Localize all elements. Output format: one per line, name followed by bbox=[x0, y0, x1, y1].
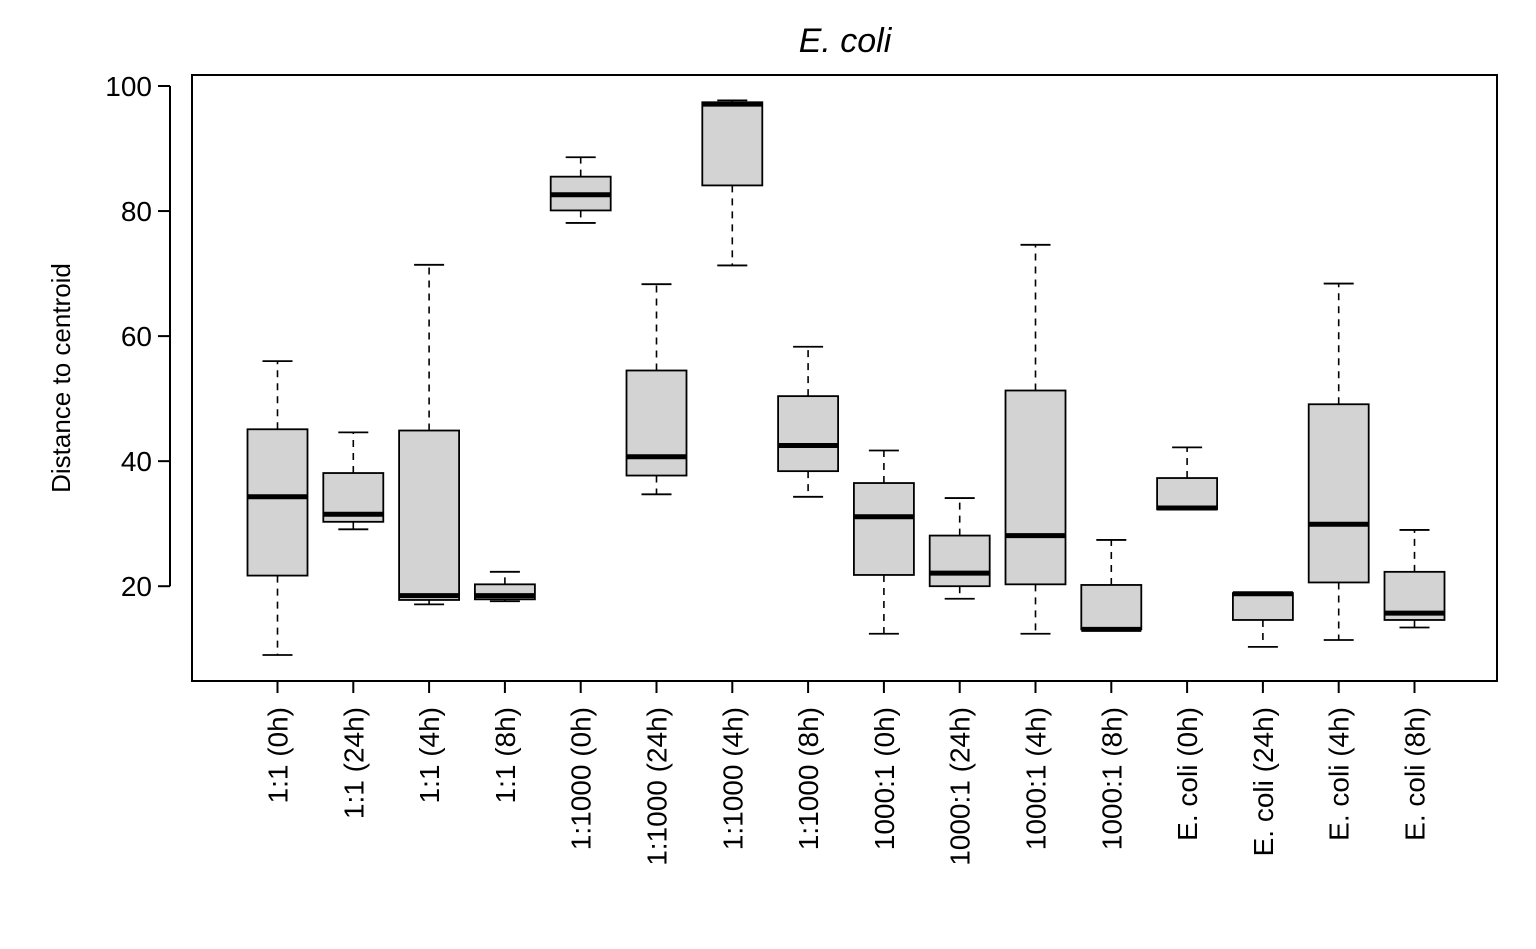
x-tick-label: 1:1 (0h) bbox=[263, 707, 294, 804]
plot-frame bbox=[191, 74, 1498, 682]
box-14 bbox=[1232, 591, 1294, 648]
iqr-box bbox=[928, 534, 991, 588]
iqr-box bbox=[1232, 592, 1294, 621]
box-9 bbox=[853, 449, 915, 635]
y-axis-label: Distance to centroid bbox=[46, 263, 76, 493]
x-tick-label: 1:1 (8h) bbox=[490, 707, 521, 804]
x-tick-label: E. coli (24h) bbox=[1248, 707, 1279, 856]
y-tick-label: 80 bbox=[121, 196, 152, 227]
iqr-box bbox=[1004, 389, 1067, 586]
box-8 bbox=[777, 345, 839, 498]
x-tick-label: 1:1 (4h) bbox=[414, 707, 445, 804]
box-5 bbox=[549, 156, 612, 224]
box-11 bbox=[1004, 243, 1067, 635]
x-tick-label: E. coli (8h) bbox=[1400, 707, 1431, 841]
iqr-box bbox=[1307, 403, 1370, 584]
y-tick-label: 100 bbox=[105, 71, 152, 102]
x-tick-label: 1000:1 (24h) bbox=[945, 707, 976, 866]
box-1 bbox=[246, 360, 309, 656]
x-tick-label: 1:1000 (8h) bbox=[793, 707, 824, 850]
box-2 bbox=[322, 431, 385, 531]
iqr-box bbox=[701, 101, 764, 187]
y-tick-label: 20 bbox=[121, 571, 152, 602]
x-tick-label: 1:1000 (4h) bbox=[717, 707, 748, 850]
y-axis: 20 40 60 80 100 bbox=[105, 71, 171, 602]
iqr-box bbox=[398, 429, 461, 601]
x-tick-label: 1000:1 (4h) bbox=[1021, 707, 1052, 850]
x-tick-label: 1:1000 (24h) bbox=[642, 707, 673, 866]
x-tick-label: E. coli (0h) bbox=[1172, 707, 1203, 841]
iqr-box bbox=[625, 369, 688, 477]
x-tick-label: 1000:1 (8h) bbox=[1096, 707, 1127, 850]
y-tick-label: 40 bbox=[121, 446, 152, 477]
box-13 bbox=[1156, 446, 1218, 511]
iqr-box bbox=[1156, 477, 1218, 511]
iqr-box bbox=[853, 482, 915, 576]
y-tick-label: 60 bbox=[121, 321, 152, 352]
boxes-group bbox=[246, 99, 1446, 656]
x-tick-label: 1:1 (24h) bbox=[338, 707, 369, 819]
box-12 bbox=[1080, 539, 1143, 632]
box-4 bbox=[473, 570, 536, 603]
iqr-box bbox=[777, 395, 839, 473]
box-3 bbox=[398, 263, 461, 606]
x-axis: 1:1 (0h) 1:1 (24h) 1:1 (4h) 1:1 (8h) 1:1000 … bbox=[263, 681, 1431, 866]
iqr-box bbox=[246, 428, 309, 577]
box-7 bbox=[701, 99, 764, 267]
x-tick-label: 1:1000 (0h) bbox=[566, 707, 597, 850]
x-tick-label: E. coli (4h) bbox=[1324, 707, 1355, 841]
box-6 bbox=[625, 283, 688, 496]
box-16 bbox=[1383, 529, 1446, 629]
chart-title: E. coli bbox=[799, 22, 893, 60]
x-tick-label: 1000:1 (0h) bbox=[869, 707, 900, 850]
box-15 bbox=[1307, 282, 1370, 641]
box-10 bbox=[928, 497, 991, 600]
iqr-box bbox=[1080, 584, 1143, 631]
